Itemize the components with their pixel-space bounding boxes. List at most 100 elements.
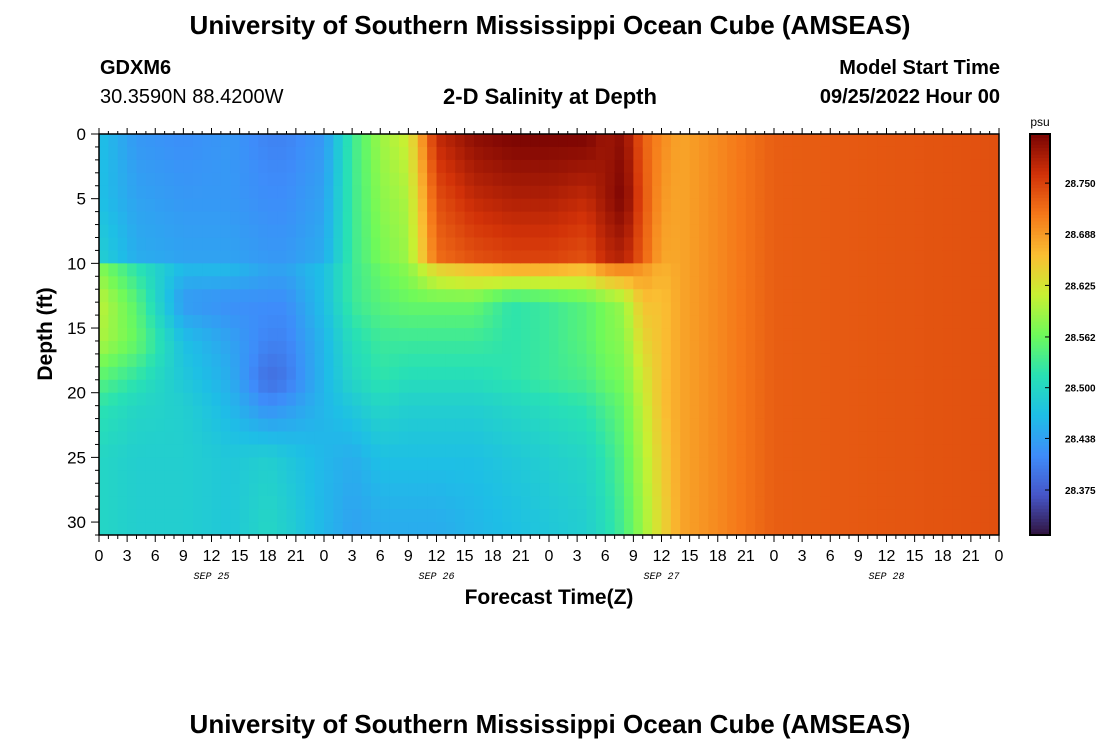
heatmap-cell [549, 405, 559, 420]
heatmap-cell [783, 302, 794, 316]
heatmap-cell [145, 211, 156, 226]
heatmap-cell [811, 431, 822, 446]
heatmap-cell [483, 237, 494, 252]
heatmap-cell [549, 522, 559, 535]
colorbar-segment [1030, 157, 1050, 162]
heatmap-cell [961, 172, 972, 187]
heatmap-cell [333, 431, 344, 446]
heatmap-cell [192, 405, 203, 420]
heatmap-cell [867, 418, 878, 433]
heatmap-cell [670, 418, 681, 433]
heatmap-cell [455, 431, 466, 446]
heatmap-cell [699, 431, 709, 446]
heatmap-cell [164, 224, 175, 239]
heatmap-cell [867, 444, 878, 458]
heatmap-cell [642, 198, 653, 213]
heatmap-cell [970, 146, 981, 161]
heatmap-cell [174, 483, 184, 497]
heatmap-cell [380, 366, 391, 381]
heatmap-cell [642, 328, 653, 342]
heatmap-cell [530, 470, 541, 484]
heatmap-cell [502, 250, 513, 264]
heatmap-cell [858, 431, 869, 446]
heatmap-cell [99, 353, 109, 368]
heatmap-cell [230, 522, 241, 535]
heatmap-cell [361, 470, 372, 484]
x-tick-label: 21 [287, 548, 305, 565]
heatmap-cell [886, 418, 897, 433]
heatmap-cell [258, 224, 269, 239]
heatmap-cell [980, 224, 991, 239]
heatmap-cell [108, 146, 119, 161]
heatmap-cell [924, 522, 934, 535]
heatmap-cell [239, 457, 250, 471]
heatmap-cell [717, 289, 728, 303]
heatmap-cell [352, 522, 363, 535]
heatmap-cell [455, 198, 466, 213]
heatmap-cell [117, 444, 128, 458]
heatmap-cell [211, 392, 222, 407]
heatmap-cell [249, 289, 259, 303]
heatmap-cell [989, 353, 999, 368]
heatmap-cell [314, 418, 325, 433]
heatmap-cell [689, 379, 700, 394]
heatmap-cell [549, 315, 559, 329]
heatmap-cell [914, 185, 925, 200]
x-tick-label: 6 [826, 548, 835, 565]
heatmap-cell [136, 172, 147, 187]
heatmap-cell [530, 379, 541, 394]
heatmap-cell [670, 263, 681, 277]
heatmap-cell [577, 522, 588, 535]
heatmap-cell [661, 172, 672, 187]
heatmap-cell [183, 457, 194, 471]
heatmap-cell [539, 328, 550, 342]
heatmap-cell [324, 444, 334, 458]
heatmap-cell [417, 340, 428, 355]
heatmap-cell [408, 146, 419, 161]
heatmap-cell [764, 470, 775, 484]
colorbar-segment [1030, 377, 1050, 382]
heatmap-cell [961, 405, 972, 420]
heatmap-cell [652, 379, 663, 394]
heatmap-cell [980, 431, 991, 446]
heatmap-cell [689, 496, 700, 510]
heatmap-cell [605, 159, 616, 174]
heatmap-cell [549, 366, 559, 381]
heatmap-cell [895, 146, 906, 161]
heatmap-cell [145, 522, 156, 535]
heatmap-cell [474, 237, 484, 252]
heatmap-cell [792, 211, 803, 226]
heatmap-cell [727, 134, 738, 148]
heatmap-cell [792, 509, 803, 523]
heatmap-cell [595, 211, 606, 226]
heatmap-cell [314, 457, 325, 471]
heatmap-cell [802, 224, 813, 239]
heatmap-cell [314, 340, 325, 355]
colorbar-segment [1030, 271, 1050, 275]
heatmap-cell [183, 366, 194, 381]
heatmap-cell [970, 289, 981, 303]
heatmap-cell [961, 418, 972, 433]
heatmap-cell [155, 392, 166, 407]
heatmap-cell [858, 457, 869, 471]
heatmap-cell [211, 483, 222, 497]
heatmap-cell [755, 392, 766, 407]
heatmap-cell [305, 418, 316, 433]
heatmap-cell [155, 457, 166, 471]
heatmap-cell [605, 392, 616, 407]
heatmap-cell [699, 302, 709, 316]
heatmap-cell [520, 444, 531, 458]
heatmap-cell [717, 328, 728, 342]
heatmap-cell [399, 289, 409, 303]
heatmap-cell [136, 353, 147, 368]
heatmap-cell [577, 276, 588, 290]
heatmap-cell [230, 276, 241, 290]
heatmap-cell [474, 224, 484, 239]
heatmap-cell [661, 198, 672, 213]
heatmap-cell [445, 237, 456, 252]
colorbar-segment [1030, 230, 1050, 235]
heatmap-cell [239, 328, 250, 342]
heatmap-cell [736, 522, 747, 535]
heatmap-cell [764, 198, 775, 213]
heatmap-cell [408, 172, 419, 187]
